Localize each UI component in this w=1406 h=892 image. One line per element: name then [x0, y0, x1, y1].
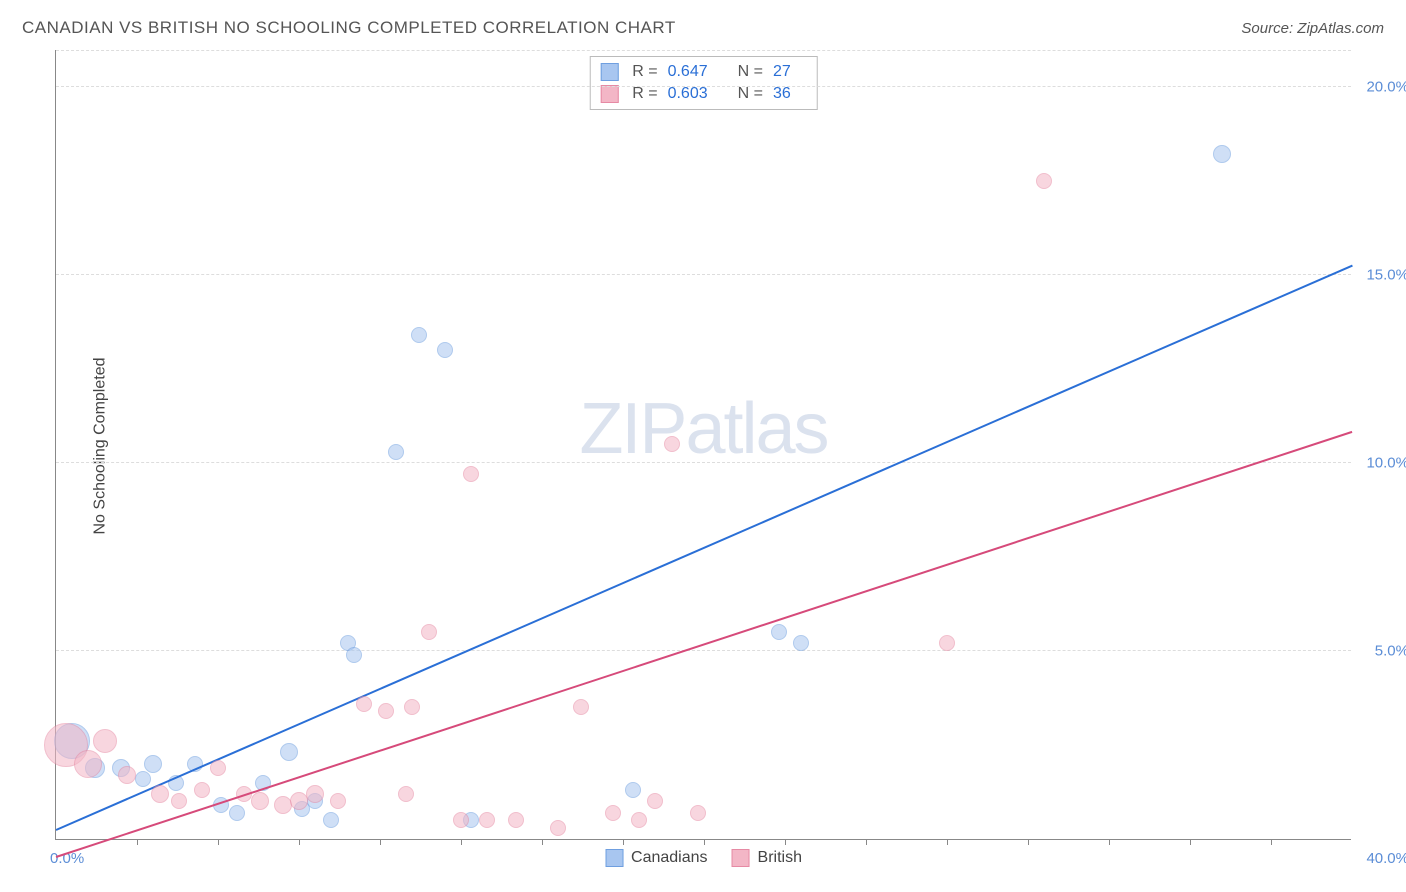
chart-source: Source: ZipAtlas.com: [1241, 20, 1384, 37]
data-point-british: [93, 729, 117, 753]
data-point-british: [118, 766, 136, 784]
data-point-british: [463, 466, 479, 482]
data-point-canadians: [144, 755, 162, 773]
data-point-canadians: [229, 805, 245, 821]
data-point-canadians: [280, 743, 298, 761]
gridline: [56, 650, 1351, 651]
source-prefix: Source:: [1241, 20, 1297, 37]
data-point-british: [274, 796, 292, 814]
series-legend: Canadians British: [605, 849, 802, 867]
data-point-canadians: [437, 342, 453, 358]
gridline: [56, 86, 1351, 87]
data-point-canadians: [793, 635, 809, 651]
n-value-british: 36: [773, 85, 791, 103]
gridline: [56, 50, 1351, 51]
y-tick-label: 10.0%: [1366, 454, 1406, 471]
data-point-british: [664, 436, 680, 452]
n-value-canadians: 27: [773, 63, 791, 81]
watermark-part2: atlas: [685, 389, 827, 469]
n-label: N =: [738, 63, 763, 81]
x-tick: [947, 839, 948, 845]
swatch-canadians: [600, 63, 618, 81]
data-point-british: [939, 635, 955, 651]
data-point-british: [210, 760, 226, 776]
x-axis-end-label: 40.0%: [1366, 850, 1406, 867]
r-label: R =: [632, 85, 657, 103]
chart-title: CANADIAN VS BRITISH NO SCHOOLING COMPLET…: [22, 18, 676, 38]
r-value-british: 0.603: [668, 85, 708, 103]
trend-line-canadians: [56, 265, 1353, 831]
data-point-british: [605, 805, 621, 821]
data-point-british: [479, 812, 495, 828]
legend-item-british: British: [732, 849, 802, 867]
data-point-canadians: [411, 327, 427, 343]
chart-header: CANADIAN VS BRITISH NO SCHOOLING COMPLET…: [22, 18, 1384, 38]
y-tick-label: 5.0%: [1375, 642, 1406, 659]
data-point-canadians: [1213, 145, 1231, 163]
data-point-british: [404, 699, 420, 715]
data-point-british: [550, 820, 566, 836]
x-tick: [137, 839, 138, 845]
legend-label-canadians: Canadians: [631, 849, 708, 867]
data-point-british: [398, 786, 414, 802]
data-point-british: [330, 793, 346, 809]
data-point-british: [378, 703, 394, 719]
x-tick: [623, 839, 624, 845]
r-value-canadians: 0.647: [668, 63, 708, 81]
data-point-british: [356, 696, 372, 712]
legend-swatch-canadians: [605, 849, 623, 867]
n-label: N =: [738, 85, 763, 103]
stats-row-canadians: R = 0.647 N = 27: [600, 61, 807, 83]
data-point-british: [631, 812, 647, 828]
data-point-canadians: [135, 771, 151, 787]
x-tick: [785, 839, 786, 845]
x-tick: [1190, 839, 1191, 845]
source-name: ZipAtlas.com: [1297, 20, 1384, 37]
data-point-british: [1036, 173, 1052, 189]
data-point-british: [171, 793, 187, 809]
data-point-british: [74, 750, 102, 778]
stats-legend: R = 0.647 N = 27 R = 0.603 N = 36: [589, 56, 818, 110]
x-tick: [380, 839, 381, 845]
data-point-british: [508, 812, 524, 828]
data-point-british: [453, 812, 469, 828]
gridline: [56, 274, 1351, 275]
x-tick: [1271, 839, 1272, 845]
data-point-british: [421, 624, 437, 640]
data-point-british: [573, 699, 589, 715]
legend-swatch-british: [732, 849, 750, 867]
data-point-canadians: [388, 444, 404, 460]
y-tick-label: 15.0%: [1366, 266, 1406, 283]
trend-line-british: [56, 431, 1353, 858]
swatch-british: [600, 85, 618, 103]
data-point-british: [151, 785, 169, 803]
y-tick-label: 20.0%: [1366, 78, 1406, 95]
r-label: R =: [632, 63, 657, 81]
x-tick: [461, 839, 462, 845]
x-tick: [704, 839, 705, 845]
scatter-chart: ZIPatlas R = 0.647 N = 27 R = 0.603 N = …: [55, 50, 1351, 840]
data-point-canadians: [625, 782, 641, 798]
x-tick: [218, 839, 219, 845]
data-point-british: [306, 785, 324, 803]
legend-item-canadians: Canadians: [605, 849, 708, 867]
x-tick: [866, 839, 867, 845]
data-point-canadians: [323, 812, 339, 828]
x-tick: [299, 839, 300, 845]
data-point-canadians: [346, 647, 362, 663]
x-tick: [542, 839, 543, 845]
legend-label-british: British: [758, 849, 802, 867]
data-point-british: [194, 782, 210, 798]
watermark: ZIPatlas: [579, 388, 827, 470]
gridline: [56, 462, 1351, 463]
data-point-canadians: [771, 624, 787, 640]
x-tick: [1109, 839, 1110, 845]
watermark-part1: ZIP: [579, 389, 685, 469]
x-tick: [1028, 839, 1029, 845]
data-point-british: [690, 805, 706, 821]
data-point-british: [251, 792, 269, 810]
data-point-british: [647, 793, 663, 809]
